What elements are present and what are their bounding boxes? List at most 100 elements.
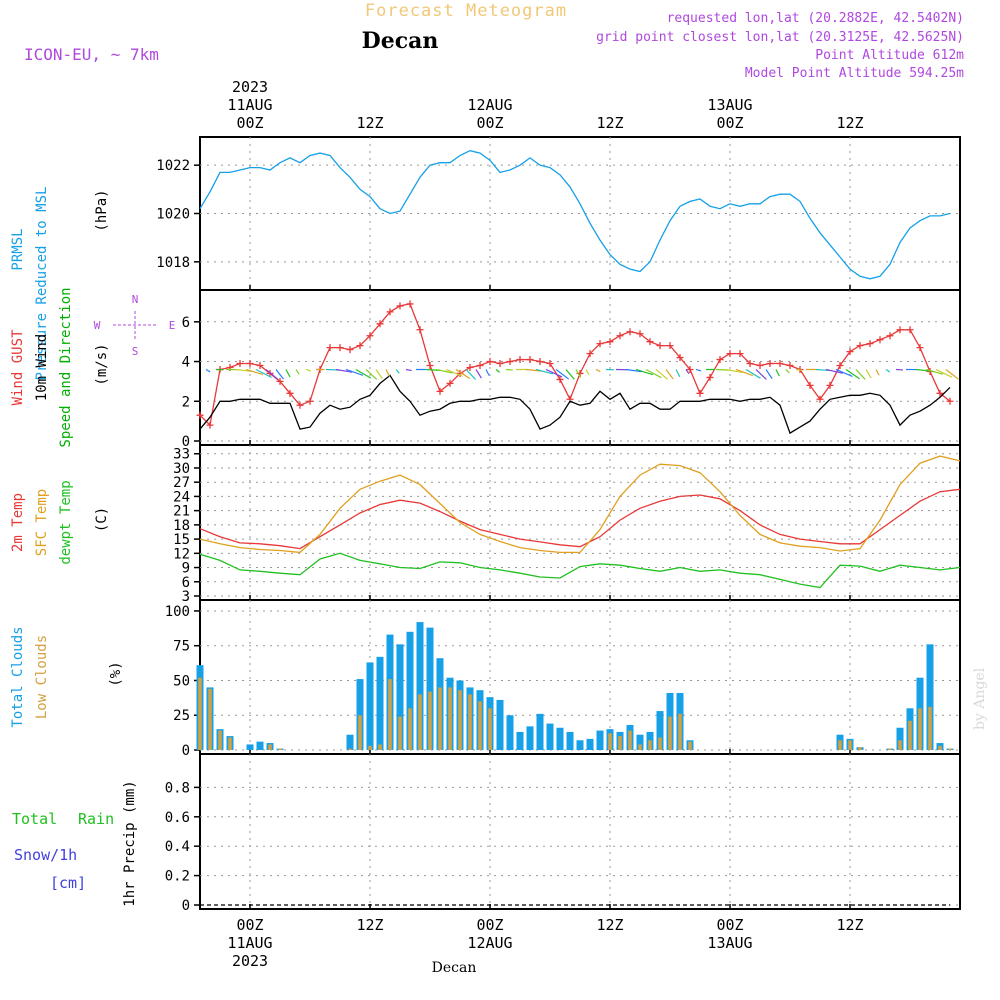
pressure-series-0 [199,150,951,280]
gust-marker-19 [386,308,394,316]
clouds-ytick-label-0: 0 [182,743,190,759]
wind-direction-arrow [365,369,378,380]
low-cloud-bar-47 [668,716,672,750]
gust-marker-47 [666,342,674,350]
temperature-ytick-label-2: 9 [182,561,190,577]
low-cloud-bar-29 [488,708,492,750]
gust-marker-63 [826,381,834,389]
wind-direction-arrow [375,369,383,380]
temperature-ytick-label-7: 24 [173,489,190,505]
total-cloud-bar-73 [926,644,934,750]
total-cloud-bar-39 [586,738,594,750]
gust-marker-15 [346,346,354,354]
low-cloud-bar-20 [398,716,402,750]
grid-point-coords: grid point closest lon,lat (20.3125E, 42… [596,30,964,45]
total-cloud-bar-35 [546,723,554,750]
low-cloud-bar-24 [438,687,442,750]
temperature-ytick-label-3: 12 [173,546,190,562]
low-cloud-bar-19 [388,679,392,750]
low-cloud-bar-49 [688,741,692,750]
top-date-label-2: 12AUG [467,96,512,114]
compass-e: E [169,319,176,332]
gust-marker-9 [286,389,294,397]
low-cloud-bar-74 [938,745,942,750]
wind-direction-arrow [435,368,453,374]
wind-direction-arrow [455,368,471,380]
wind-direction-arrow [835,368,853,377]
gust-marker-35 [546,360,554,368]
wind-direction-arrow [935,368,953,378]
wind-direction-arrow [635,368,654,376]
wind-label-1: 10m Wind [34,334,50,401]
top-time-label-4: 00Z [716,114,743,132]
precip-ytick-label-4: 0.8 [165,780,190,796]
gust-marker-52 [716,356,724,364]
bottom-date-label-0: 11AUG [227,934,272,952]
gust-marker-49 [686,365,694,373]
gust-marker-1 [206,421,214,429]
gust-marker-48 [676,354,684,362]
wind-direction-arrow [845,368,860,380]
bottom-time-label-0: 00Z [236,916,263,934]
bottom-date-label-2: 12AUG [467,934,512,952]
precip-label-rain: Rain [78,810,114,828]
low-cloud-bar-17 [368,745,372,750]
gust-marker-42 [616,332,624,340]
low-cloud-bar-28 [478,701,482,750]
wind-direction-arrow [285,369,291,378]
precip-ytick-label-3: 0.6 [165,810,190,826]
total-cloud-bar-17 [366,662,374,750]
low-cloud-bar-27 [468,694,472,750]
precip-label-cm: [cm] [50,874,86,892]
gust-marker-32 [516,356,524,364]
wind-direction-arrow [925,368,944,375]
wind-direction-arrow [825,368,843,374]
wind-direction-arrow [655,369,668,380]
wind-direction-arrow [795,368,803,371]
gust-marker-0 [196,411,204,419]
low-cloud-bar-1 [208,688,212,750]
wind-direction-arrow [355,368,372,379]
wind-direction-arrow [645,368,662,379]
wind-direction-arrow [445,368,463,377]
clouds-ylabel: (%) [108,661,124,686]
clouds-ytick-label-3: 75 [173,639,190,655]
clouds-label-1: Low Clouds [34,635,50,719]
low-cloud-bar-66 [858,747,862,750]
total-cloud-bar-6 [256,741,264,750]
wind-label-0: Wind GUST [10,329,26,405]
gust-marker-50 [696,389,704,397]
temperature-ytick-label-5: 18 [173,518,190,534]
total-cloud-bar-23 [426,627,434,750]
clouds-label-0: Total Clouds [10,626,26,727]
gust-marker-16 [356,342,364,350]
wind-direction-arrow [775,369,780,377]
gust-marker-46 [656,342,664,350]
gust-marker-66 [856,342,864,350]
model-altitude: Model Point Altitude 594.25m [745,66,964,81]
bottom-time-label-3: 12Z [596,916,623,934]
low-cloud-bar-64 [838,740,842,750]
temperature-ytick-label-6: 21 [173,504,190,520]
clouds-ytick-label-4: 100 [165,604,190,620]
wind-direction-arrow [875,369,880,376]
wind-series-1 [199,374,951,435]
gust-marker-5 [246,360,254,368]
precip-ytick-label-0: 0 [182,898,190,914]
total-cloud-bar-33 [526,726,534,750]
chart-title: Forecast Meteogram [365,1,567,21]
gust-marker-75 [946,397,954,405]
low-cloud-bar-7 [268,744,272,750]
wind-direction-arrow [855,369,866,380]
gust-marker-4 [236,360,244,368]
gust-marker-45 [646,338,654,346]
low-cloud-bar-75 [948,748,952,750]
low-cloud-bar-42 [618,736,622,750]
temperature-label-2: dewpt Temp [58,480,74,564]
panel-pressure: 1018 1020 1022 PRMSL Pressure Reduced to MSL… [10,136,961,380]
gust-marker-53 [726,350,734,358]
bottom-time-label-4: 00Z [716,916,743,934]
